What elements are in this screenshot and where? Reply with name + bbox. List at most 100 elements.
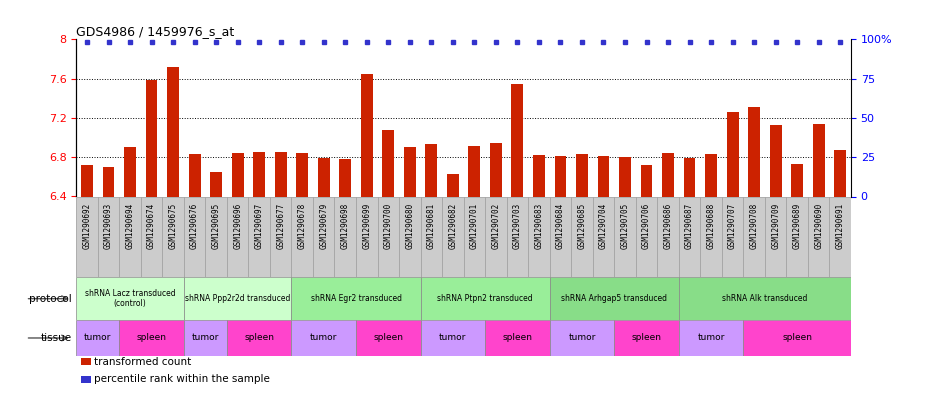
Text: GSM1290678: GSM1290678 — [298, 203, 307, 249]
Text: spleen: spleen — [137, 334, 166, 342]
Text: GSM1290701: GSM1290701 — [470, 203, 479, 249]
Text: protocol: protocol — [29, 294, 72, 304]
Bar — [614, 196, 636, 277]
Text: GSM1290685: GSM1290685 — [578, 203, 587, 249]
Bar — [554, 156, 566, 393]
Bar — [227, 320, 291, 356]
Bar — [830, 196, 851, 277]
Text: GSM1290679: GSM1290679 — [319, 203, 328, 249]
Bar — [404, 147, 416, 393]
Text: GSM1290677: GSM1290677 — [276, 203, 286, 249]
Bar — [399, 196, 420, 277]
Bar — [102, 167, 114, 393]
Text: GSM1290686: GSM1290686 — [663, 203, 672, 249]
Text: shRNA Arhgap5 transduced: shRNA Arhgap5 transduced — [561, 294, 667, 303]
Text: shRNA Alk transduced: shRNA Alk transduced — [723, 294, 807, 303]
Bar — [227, 196, 248, 277]
Text: GSM1290704: GSM1290704 — [599, 203, 608, 249]
Text: tumor: tumor — [568, 334, 595, 342]
Text: GSM1290694: GSM1290694 — [126, 203, 135, 249]
Bar — [253, 152, 265, 393]
Bar — [722, 196, 743, 277]
Text: GSM1290706: GSM1290706 — [642, 203, 651, 249]
Bar — [442, 196, 463, 277]
Text: GSM1290689: GSM1290689 — [792, 203, 802, 249]
Text: shRNA Ppp2r2d transduced: shRNA Ppp2r2d transduced — [185, 294, 290, 303]
Bar — [420, 196, 442, 277]
Bar — [658, 196, 679, 277]
Text: tumor: tumor — [439, 334, 467, 342]
Bar — [490, 143, 502, 393]
Text: GSM1290674: GSM1290674 — [147, 203, 156, 249]
Text: GSM1290696: GSM1290696 — [233, 203, 242, 249]
Bar — [119, 196, 140, 277]
Bar — [339, 159, 352, 393]
Bar — [361, 73, 373, 393]
Bar — [140, 196, 163, 277]
Bar — [485, 320, 550, 356]
Text: GSM1290708: GSM1290708 — [750, 203, 759, 249]
Bar — [184, 320, 227, 356]
Text: spleen: spleen — [502, 334, 532, 342]
Text: shRNA Egr2 transduced: shRNA Egr2 transduced — [311, 294, 402, 303]
Bar — [167, 67, 179, 393]
Text: GSM1290681: GSM1290681 — [427, 203, 436, 249]
Bar — [76, 196, 98, 277]
Bar — [297, 153, 308, 393]
Bar — [592, 196, 614, 277]
Text: shRNA Ptpn2 transduced: shRNA Ptpn2 transduced — [437, 294, 533, 303]
Bar — [291, 196, 313, 277]
Bar — [76, 320, 119, 356]
Bar — [119, 320, 184, 356]
Text: GDS4986 / 1459976_s_at: GDS4986 / 1459976_s_at — [76, 25, 234, 38]
Bar — [163, 196, 184, 277]
Text: tumor: tumor — [310, 334, 338, 342]
Bar — [770, 125, 781, 393]
Text: tumor: tumor — [192, 334, 219, 342]
Bar — [636, 196, 658, 277]
Text: GSM1290687: GSM1290687 — [685, 203, 694, 249]
Text: spleen: spleen — [631, 334, 661, 342]
Text: GSM1290676: GSM1290676 — [190, 203, 199, 249]
Bar — [764, 196, 787, 277]
Bar — [81, 165, 93, 393]
Text: GSM1290682: GSM1290682 — [448, 203, 458, 249]
Bar — [189, 154, 201, 393]
Text: GSM1290691: GSM1290691 — [836, 203, 844, 249]
Bar — [705, 154, 717, 393]
Bar — [469, 146, 480, 393]
Text: GSM1290693: GSM1290693 — [104, 203, 113, 249]
Bar — [576, 154, 588, 393]
Bar — [684, 158, 696, 393]
Bar — [463, 196, 485, 277]
Bar — [184, 277, 291, 320]
Text: GSM1290683: GSM1290683 — [535, 203, 543, 249]
Bar — [662, 153, 674, 393]
Text: GSM1290688: GSM1290688 — [707, 203, 715, 249]
Bar — [598, 156, 609, 393]
Bar — [619, 157, 631, 393]
Bar — [291, 277, 420, 320]
Bar — [813, 124, 825, 393]
Bar — [528, 196, 550, 277]
Bar — [270, 196, 291, 277]
Bar — [98, 196, 119, 277]
Bar — [834, 150, 846, 393]
Bar — [382, 130, 394, 393]
Bar — [743, 196, 764, 277]
Bar — [641, 165, 653, 393]
Text: spleen: spleen — [373, 334, 404, 342]
Bar — [124, 147, 136, 393]
Bar — [507, 196, 528, 277]
Bar — [550, 277, 679, 320]
Text: GSM1290707: GSM1290707 — [728, 203, 737, 249]
Bar — [447, 174, 458, 393]
Bar — [356, 196, 378, 277]
Text: GSM1290702: GSM1290702 — [491, 203, 500, 249]
Text: GSM1290709: GSM1290709 — [771, 203, 780, 249]
Bar — [248, 196, 270, 277]
Bar — [420, 277, 550, 320]
Bar — [679, 196, 700, 277]
Text: shRNA Lacz transduced
(control): shRNA Lacz transduced (control) — [85, 289, 176, 309]
Bar — [571, 196, 592, 277]
